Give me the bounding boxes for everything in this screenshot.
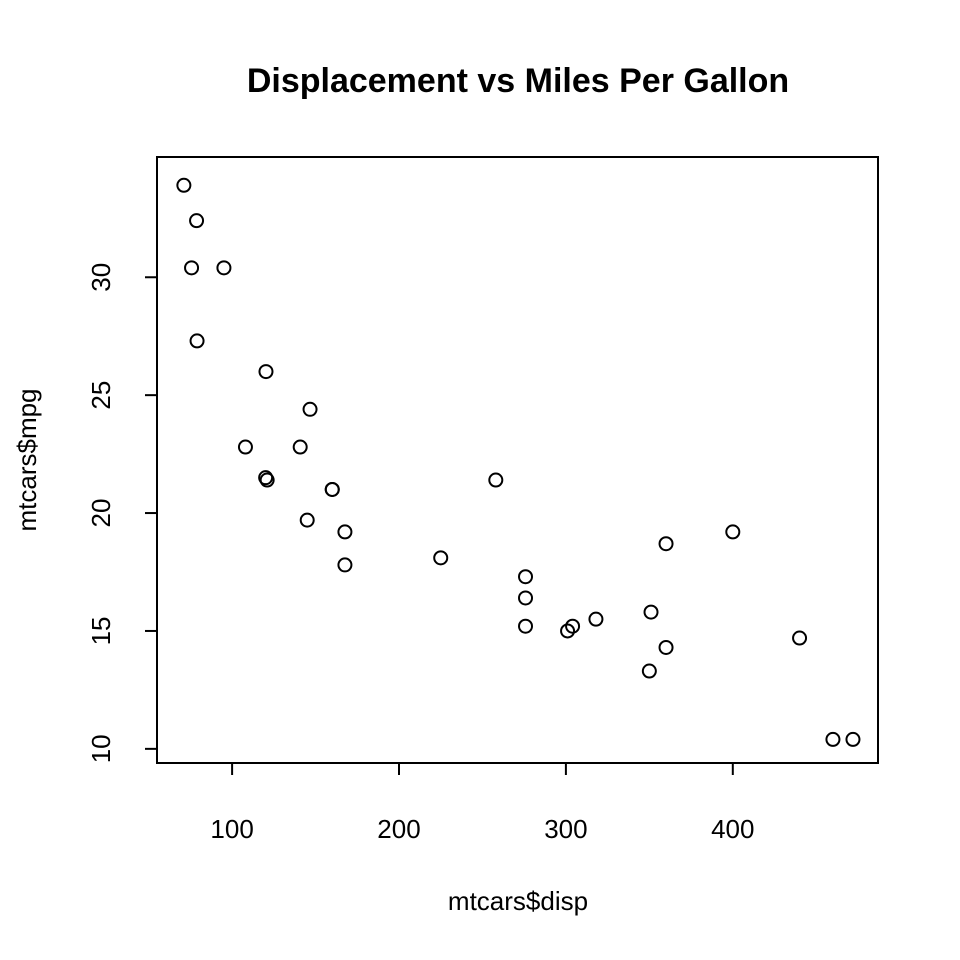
x-tick-label: 300 bbox=[544, 814, 587, 844]
x-axis-label: mtcars$disp bbox=[448, 886, 588, 916]
data-point bbox=[237, 439, 253, 455]
data-point bbox=[725, 524, 741, 540]
y-tick-label: 10 bbox=[86, 734, 116, 763]
y-axis: 10 15 20 25 30 bbox=[86, 263, 158, 763]
data-point bbox=[588, 611, 604, 627]
data-point bbox=[845, 731, 861, 747]
data-point bbox=[337, 524, 353, 540]
data-point bbox=[302, 401, 318, 417]
y-tick-label: 20 bbox=[86, 499, 116, 528]
x-tick-label: 200 bbox=[377, 814, 420, 844]
data-point bbox=[176, 177, 192, 193]
data-point bbox=[518, 569, 534, 585]
data-point bbox=[565, 618, 581, 634]
data-point bbox=[825, 731, 841, 747]
y-tick-label: 25 bbox=[86, 381, 116, 410]
y-tick-label: 15 bbox=[86, 616, 116, 645]
chart-title: Displacement vs Miles Per Gallon bbox=[247, 62, 789, 100]
data-point bbox=[299, 512, 315, 528]
plot-area-frame bbox=[156, 156, 879, 764]
data-point bbox=[292, 439, 308, 455]
x-tick-label: 400 bbox=[711, 814, 754, 844]
x-tick-label: 100 bbox=[210, 814, 253, 844]
data-point bbox=[189, 333, 205, 349]
data-points bbox=[176, 177, 861, 747]
data-point bbox=[658, 536, 674, 552]
x-axis: 100 200 300 400 bbox=[210, 762, 754, 844]
data-point bbox=[641, 663, 657, 679]
data-point bbox=[792, 630, 808, 646]
data-point bbox=[258, 364, 274, 380]
data-point bbox=[184, 260, 200, 276]
data-point bbox=[560, 623, 576, 639]
y-tick-label: 30 bbox=[86, 263, 116, 292]
data-point bbox=[216, 260, 232, 276]
data-point bbox=[518, 618, 534, 634]
data-point bbox=[518, 590, 534, 606]
y-axis-label: mtcars$mpg bbox=[12, 388, 42, 531]
data-point bbox=[337, 557, 353, 573]
data-point bbox=[324, 481, 340, 497]
data-point bbox=[189, 213, 205, 229]
data-point bbox=[488, 472, 504, 488]
data-point bbox=[433, 550, 449, 566]
data-point bbox=[259, 472, 275, 488]
data-point bbox=[643, 604, 659, 620]
data-point bbox=[658, 639, 674, 655]
